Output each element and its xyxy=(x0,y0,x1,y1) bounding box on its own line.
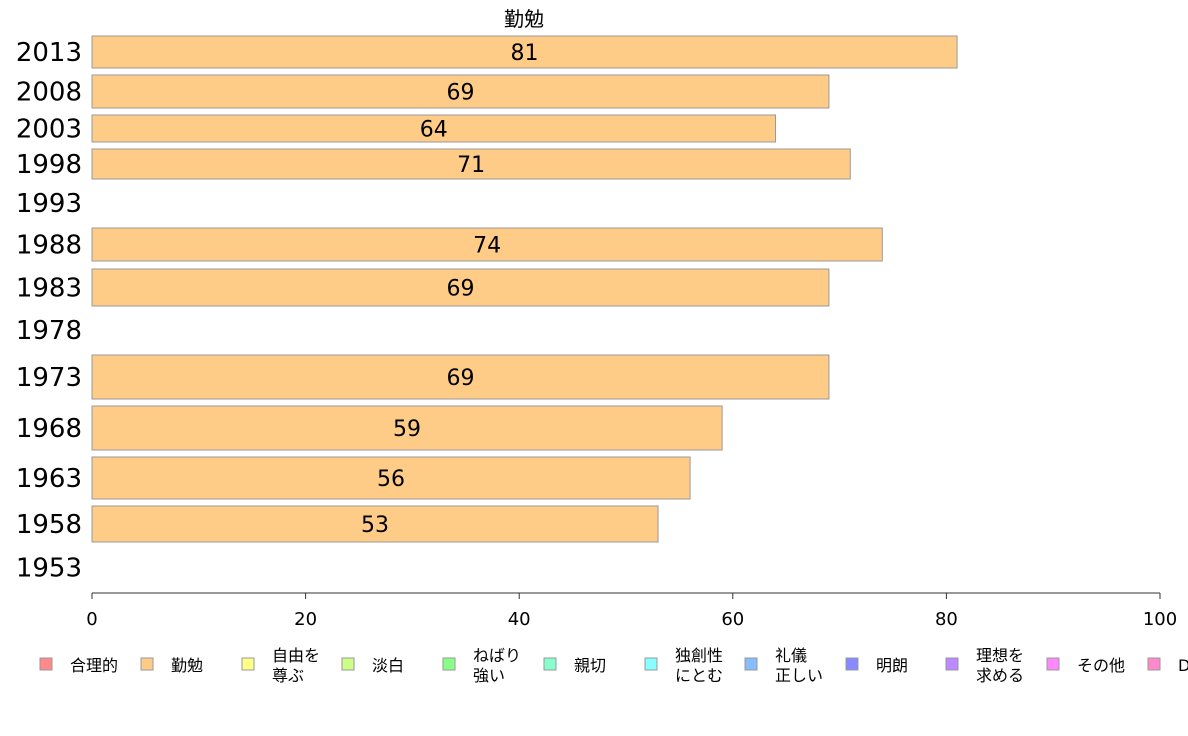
legend-swatch xyxy=(945,657,959,671)
bars-group: 81 69 64 71 74 69 69 59 56 53 xyxy=(91,35,958,543)
bar-value-label: 69 xyxy=(446,366,474,391)
legend-item: 親切 xyxy=(543,656,606,675)
y-tick-label: 1978 xyxy=(16,316,82,346)
legend-label: 合理的 xyxy=(70,656,118,675)
legend-swatch xyxy=(845,657,859,671)
bar xyxy=(91,405,723,451)
legend-swatch xyxy=(341,657,355,671)
legend-label: ねばり強い xyxy=(473,646,521,685)
legend-swatch xyxy=(39,657,53,671)
legend-swatch xyxy=(1147,657,1161,671)
y-tick-label: 1988 xyxy=(16,231,82,261)
legend-label: D xyxy=(1178,656,1188,675)
x-tick-label: 60 xyxy=(721,609,744,630)
bar xyxy=(91,35,958,69)
legend-item: 淡白 xyxy=(341,656,404,675)
legend-item: 明朗 xyxy=(845,656,908,675)
legend-swatch xyxy=(1046,657,1060,671)
y-tick-label: 1958 xyxy=(16,510,82,540)
y-tick-label: 1953 xyxy=(16,554,82,584)
bar xyxy=(91,505,659,543)
legend-item: 独創性にとむ xyxy=(644,646,723,685)
legend-item: 勤勉 xyxy=(140,656,203,675)
y-tick-label: 1973 xyxy=(16,363,82,393)
bar xyxy=(91,114,777,143)
legend-label: 理想を求める xyxy=(976,646,1024,685)
legend-label: 独創性にとむ xyxy=(675,646,723,685)
bar-value-label: 69 xyxy=(446,81,474,106)
y-tick-label: 1983 xyxy=(16,274,82,304)
bar xyxy=(91,268,830,307)
bar-value-label: 53 xyxy=(361,513,389,538)
legend-label: 自由を尊ぶ xyxy=(272,646,320,685)
bar xyxy=(91,354,830,400)
y-tick-label: 2008 xyxy=(16,78,82,108)
x-axis: 0 20 40 60 80 100 xyxy=(86,592,1177,630)
bar xyxy=(91,74,830,109)
bar xyxy=(91,456,691,500)
legend-swatch xyxy=(744,657,758,671)
bar xyxy=(91,148,851,180)
legend: 合理的 勤勉 自由を尊ぶ 淡白 ねばり強い 親切 独創性にとむ 礼儀正しい 明朗 理想を求める その… xyxy=(39,646,1188,685)
bar xyxy=(91,227,883,262)
legend-label: 礼儀正しい xyxy=(775,646,823,685)
legend-item: 礼儀正しい xyxy=(744,646,823,685)
bar-value-label: 81 xyxy=(511,41,539,66)
bar-value-label: 64 xyxy=(420,118,448,143)
legend-swatch xyxy=(442,657,456,671)
x-tick-label: 40 xyxy=(508,609,531,630)
y-tick-label: 1963 xyxy=(16,464,82,494)
legend-label: 勤勉 xyxy=(171,656,203,675)
y-tick-label: 2003 xyxy=(16,115,82,145)
y-axis-labels: 2013 2008 2003 1998 1993 1988 1983 1978 1973 1968… xyxy=(16,38,82,584)
legend-label: その他 xyxy=(1077,656,1125,675)
bar-value-label: 56 xyxy=(377,467,405,492)
legend-item: 理想を求める xyxy=(945,646,1024,685)
legend-item: ねばり強い xyxy=(442,646,521,685)
chart-title: 勤勉 xyxy=(504,7,544,31)
y-tick-label: 1993 xyxy=(16,189,82,219)
x-tick-label: 0 xyxy=(86,609,97,630)
legend-label: 明朗 xyxy=(876,656,908,675)
bar-value-label: 74 xyxy=(473,234,501,259)
legend-swatch xyxy=(543,657,557,671)
legend-swatch xyxy=(241,657,255,671)
legend-item: 合理的 xyxy=(39,656,118,675)
y-tick-label: 1968 xyxy=(16,414,82,444)
x-tick-label: 20 xyxy=(294,609,317,630)
x-tick-label: 100 xyxy=(1143,609,1177,630)
legend-item: 自由を尊ぶ xyxy=(241,646,320,685)
legend-swatch xyxy=(140,657,154,671)
x-tick-label: 80 xyxy=(935,609,958,630)
legend-swatch xyxy=(644,657,658,671)
bar-value-label: 69 xyxy=(446,277,474,302)
y-tick-label: 2013 xyxy=(16,38,82,68)
y-tick-label: 1998 xyxy=(16,150,82,180)
legend-label: 親切 xyxy=(574,656,606,675)
legend-item: その他 xyxy=(1046,656,1125,675)
bar-value-label: 71 xyxy=(457,153,485,178)
legend-item: D xyxy=(1147,656,1188,675)
legend-label: 淡白 xyxy=(372,656,404,675)
bar-value-label: 59 xyxy=(393,417,421,442)
